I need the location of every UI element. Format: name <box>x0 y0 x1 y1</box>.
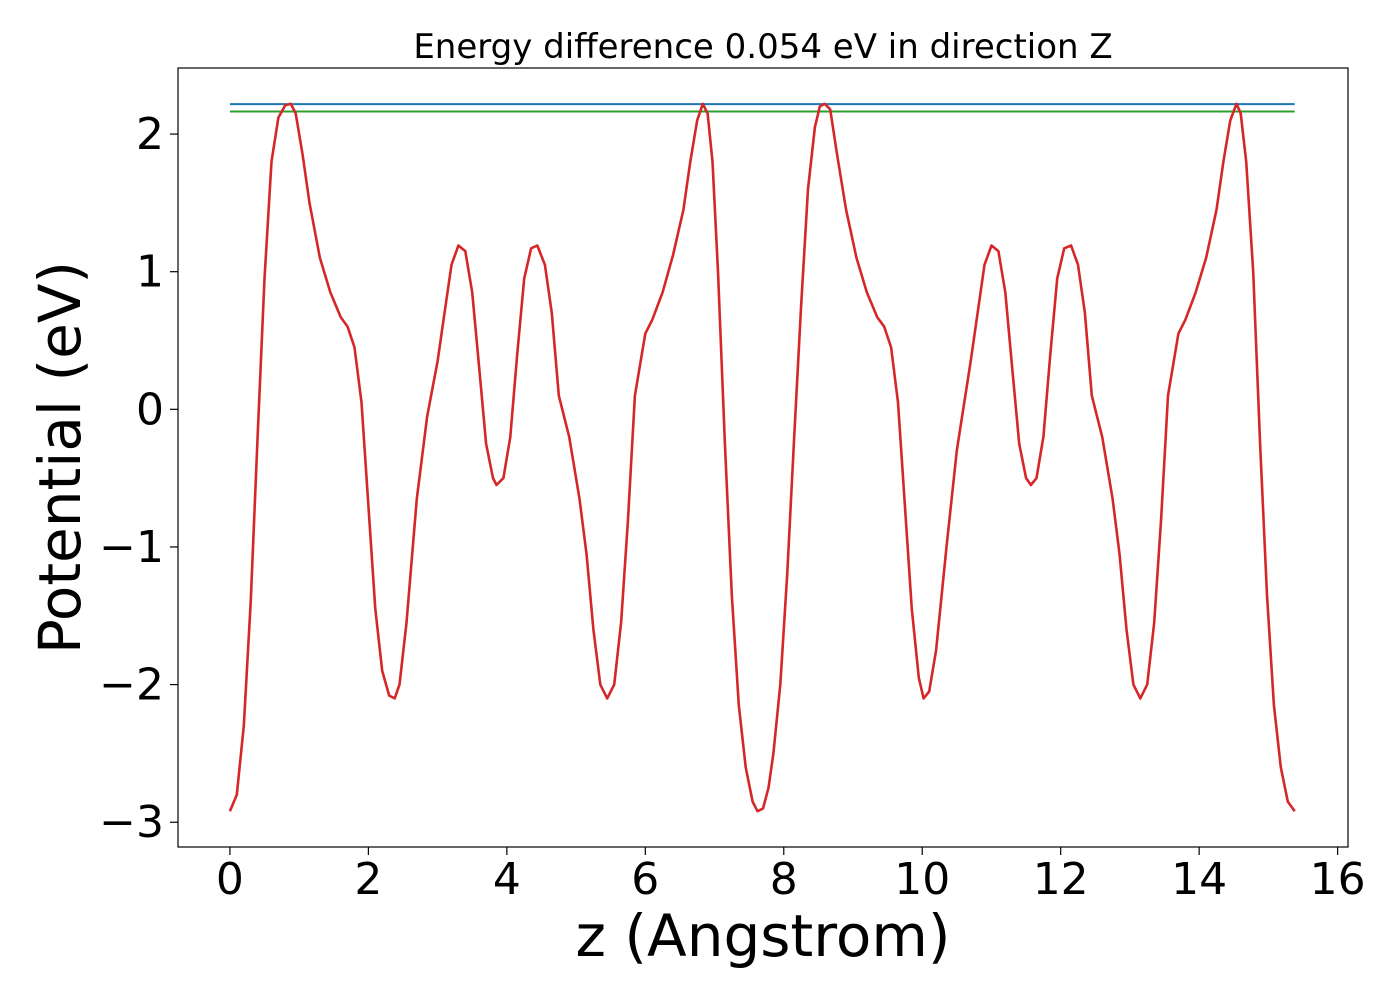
x-tick-label: 10 <box>894 854 950 905</box>
y-axis-label: Potential (eV) <box>26 261 94 654</box>
plot-area <box>177 67 1349 848</box>
x-axis-ticks: 0 2 4 6 8 10 12 14 16 <box>216 847 1366 905</box>
y-tick-label: −2 <box>99 660 164 711</box>
x-tick-label: 2 <box>354 854 382 905</box>
y-tick-label: 1 <box>136 247 164 298</box>
chart-title: Energy difference 0.054 eV in direction … <box>413 27 1112 67</box>
x-tick-label: 4 <box>493 854 521 905</box>
y-tick-label: −3 <box>99 797 164 848</box>
x-tick-label: 14 <box>1171 854 1227 905</box>
y-tick-label: 2 <box>136 109 164 160</box>
series-line-0 <box>228 102 1296 813</box>
x-tick-label: 12 <box>1033 854 1089 905</box>
y-axis-ticks: −3 −2 −1 0 1 2 <box>99 109 178 848</box>
y-tick-label: −1 <box>99 522 164 573</box>
x-tick-label: 16 <box>1310 854 1366 905</box>
x-axis-label: z (Angstrom) <box>576 902 951 970</box>
x-tick-label: 6 <box>631 854 659 905</box>
y-tick-label: 0 <box>136 384 164 435</box>
series-layer <box>228 102 1296 813</box>
x-tick-label: 0 <box>216 854 244 905</box>
x-tick-label: 8 <box>770 854 798 905</box>
plot-frame <box>177 67 1349 848</box>
